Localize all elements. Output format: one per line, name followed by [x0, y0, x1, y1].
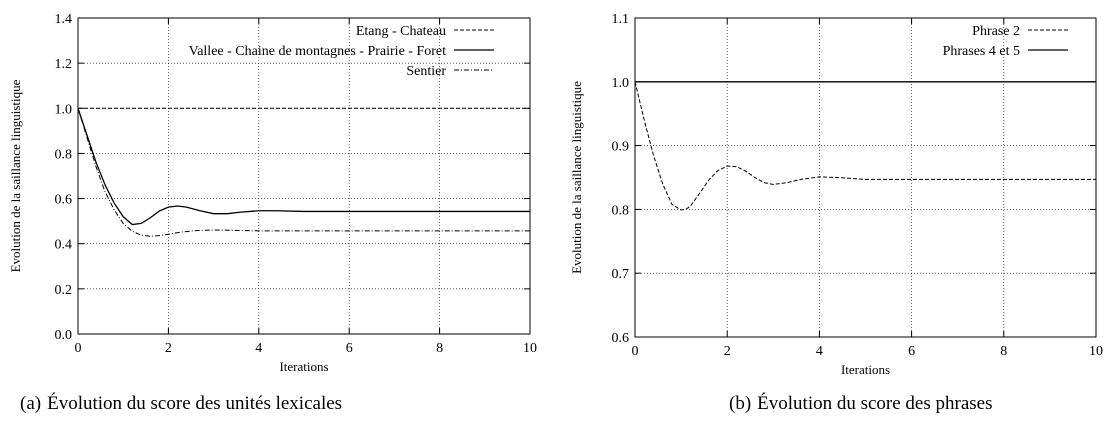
chart-a-legend-label-1: Vallee - Chaine de montagnes - Prairie -… [189, 44, 446, 59]
chart-a-ytick-label: 0.8 [55, 147, 73, 162]
chart-a-ytick-label: 0.0 [55, 328, 73, 343]
chart-a-ytick-label: 1.2 [55, 57, 73, 72]
chart-a-xtick-label: 0 [75, 341, 82, 356]
chart-b-series-line-0 [635, 81, 1096, 211]
chart-b-xtick-label: 6 [908, 344, 915, 359]
chart-b-xtick-label: 2 [724, 344, 731, 359]
chart-b-ytick-label: 0.6 [612, 331, 630, 346]
chart-a-legend-label-0: Etang - Chateau [356, 24, 446, 39]
chart-b-xaxis-label: Iterations [841, 362, 890, 377]
chart-b-ytick-label: 0.8 [612, 203, 630, 218]
chart-b-ytick-label: 0.7 [612, 267, 630, 282]
chart-a-plot-frame [77, 17, 531, 335]
chart-b-yaxis-label: Evolution de la saillance linguistique [569, 81, 584, 274]
chart-b-ytick-label: 1.0 [612, 76, 630, 91]
chart-a-ytick-label: 1.4 [55, 12, 73, 27]
caption-a-text: Évolution du score des unités lexicales [47, 393, 343, 414]
chart-b-legend-label-1: Phrases 4 et 5 [943, 44, 1020, 59]
chart-a-xtick-label: 4 [255, 341, 262, 356]
chart-a-xtick-label: 6 [346, 341, 353, 356]
chart-a-ytick-label: 0.2 [55, 283, 73, 298]
chart-b-grid [635, 18, 1096, 337]
chart-a-series-line-2 [78, 108, 530, 237]
chart-a-series-line-1 [78, 108, 530, 226]
chart-a-legend-label-2: Sentier [406, 64, 446, 79]
chart-a-ytick-label: 0.4 [55, 238, 73, 253]
chart-b-xtick-label: 4 [816, 344, 823, 359]
chart-a-ytick-label: 0.6 [55, 193, 73, 208]
caption-a-label: (a) [20, 393, 42, 414]
caption-b-label: (b) [729, 393, 752, 414]
chart-a-xtick-label: 10 [523, 341, 537, 356]
caption-a: (a) Évolution du score des unités lexical… [20, 393, 342, 415]
chart-b-ytick-label: 0.9 [612, 140, 630, 155]
chart-b-xtick-label: 8 [1000, 344, 1007, 359]
chart-a: 0 2 4 6 8 10 0.0 0.2 0.4 0.6 0.8 1.0 1.2 1.4 Iteration… [8, 12, 537, 374]
chart-a-xtick-label: 8 [436, 341, 443, 356]
chart-b-legend: Phrase 2 Phrases 4 et 5 [943, 24, 1068, 59]
chart-a-xaxis-label: Iterations [279, 359, 328, 374]
chart-a-xtick-label: 2 [165, 341, 172, 356]
chart-a-ytick-label: 1.0 [55, 102, 73, 117]
chart-a-legend: Etang - Chateau Vallee - Chaine de montag… [189, 24, 494, 79]
chart-b-xtick-label: 10 [1089, 344, 1103, 359]
chart-b-xtick-label: 0 [632, 344, 639, 359]
chart-a-grid [78, 18, 530, 334]
caption-b: (b) Évolution du score des phrases [729, 393, 993, 415]
chart-panel-a: 0 2 4 6 8 10 0.0 0.2 0.4 0.6 0.8 1.0 1.2 1.4 Iteration… [8, 12, 537, 415]
chart-b-plot-frame [634, 17, 1097, 338]
caption-b-text: Évolution du score des phrases [757, 393, 993, 414]
chart-b-legend-label-0: Phrase 2 [972, 24, 1020, 39]
chart-b: 0 2 4 6 8 10 0.6 0.7 0.8 0.9 1.0 1.1 Iterations Evolu… [569, 12, 1103, 377]
chart-panel-b: 0 2 4 6 8 10 0.6 0.7 0.8 0.9 1.0 1.1 Iterations Evolu… [554, 0, 1108, 426]
chart-a-yaxis-label: Evolution de la saillance linguistique [8, 79, 23, 272]
chart-b-ytick-label: 1.1 [612, 12, 630, 27]
